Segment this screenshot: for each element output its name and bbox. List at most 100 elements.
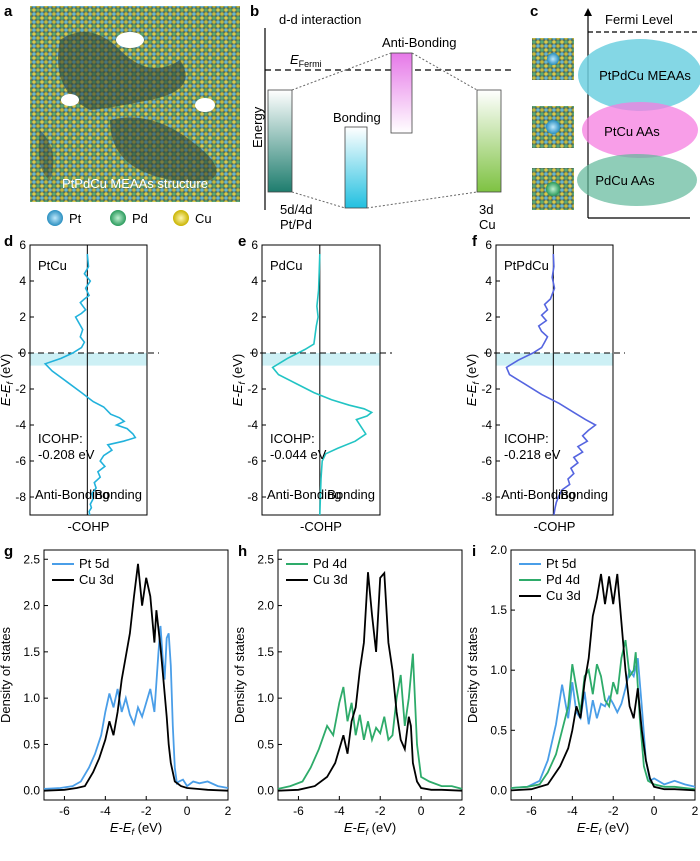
y-tick-label: -2 [481, 382, 492, 396]
pt-atom-icon [547, 53, 559, 65]
panel-label-g: g [4, 543, 13, 560]
fermi-label: EFermi [290, 52, 322, 69]
plot-frame [277, 549, 463, 801]
chart-title: PdCu [270, 258, 303, 273]
dos-curves [277, 570, 463, 792]
y-tick-label: 1.0 [257, 691, 274, 705]
y-tick-label: 6 [485, 238, 492, 252]
band-left-label-2: Pt/Pd [280, 217, 312, 232]
y-tick-label: -4 [15, 418, 26, 432]
y-tick-label: -2 [247, 382, 258, 396]
y-tick-label: 1.5 [257, 645, 274, 659]
legend-label: Cu 3d [546, 588, 581, 603]
y-tick-label: 4 [251, 274, 258, 288]
legend-label: Pd 4d [313, 556, 347, 571]
y-tick-label: -4 [481, 418, 492, 432]
y-tick-label: 2.5 [257, 552, 274, 566]
x-tick-label: 0 [418, 804, 425, 818]
band-left-label-1: 5d/4d [280, 202, 313, 217]
dos-curves [43, 563, 229, 792]
legend-label: Cu 3d [313, 572, 348, 587]
x-tick-label: -2 [375, 804, 386, 818]
dos-chart-ptpdcu: -6 -4 -2 0 2 0.0 0.5 1.0 1.5 2.0 Pt 5d Pd 4d Cu 3… [465, 543, 699, 837]
structure-pore [195, 98, 215, 112]
y-tick-label: 2 [251, 310, 258, 324]
ellipse-meaas [578, 39, 700, 111]
y-tick-label: 0.0 [490, 783, 507, 797]
legend-pt-label: Pt [69, 211, 82, 226]
y-tick-label: -6 [247, 454, 258, 468]
x-tick-label: -4 [334, 804, 345, 818]
legend-label: Pd 4d [546, 572, 580, 587]
y-tick-label: 1.0 [490, 663, 507, 677]
highlight-band [30, 353, 147, 366]
y-axis-label: E-Ef (eV) [0, 354, 15, 406]
fermi-level-label: Fermi Level [605, 12, 673, 27]
x-tick-label: -6 [59, 804, 70, 818]
antibonding-label: Anti-Bonding [501, 487, 575, 502]
y-tick-label: -8 [15, 490, 26, 504]
dos-chart-pdcu: -6 -4 -2 0 2 0.0 0.5 1.0 1.5 2.0 2.5 Pd 4d Cu 3d E… [232, 549, 466, 837]
structure-cavity [58, 32, 186, 110]
x-tick-label: 0 [184, 804, 191, 818]
pd-atom-icon [110, 210, 126, 226]
connector-line [411, 52, 478, 91]
x-axis-label: E-Ef (eV) [344, 820, 396, 837]
x-tick-label: 2 [225, 804, 232, 818]
y-tick-label: 0.5 [490, 723, 507, 737]
panel-b: d-d interaction Energy EFermi Bonding An… [250, 12, 512, 232]
x-tick-label: -2 [608, 804, 619, 818]
panel-a: PtPdCu MEAAs structure Pt Pd Cu [30, 6, 240, 226]
ellipse-pdcu [577, 154, 697, 206]
x-tick-label: -6 [293, 804, 304, 818]
x-axis-label: -COHP [68, 519, 110, 534]
structure-pore [116, 32, 144, 48]
dos-series-line [510, 573, 696, 792]
connector-line [291, 191, 346, 209]
legend-label: Pt 5d [79, 556, 109, 571]
x-axis-label: E-Ef (eV) [577, 820, 629, 837]
structure-cavity [38, 130, 54, 180]
icohp-value: -0.044 eV [270, 447, 327, 462]
dos-series-line [510, 639, 696, 791]
dos-series-line [510, 658, 696, 789]
x-tick-label: 2 [692, 804, 699, 818]
dos-series-line [43, 625, 229, 790]
bonding-label: Bonding [333, 110, 381, 125]
chart-title: PtCu [38, 258, 67, 273]
y-tick-label: 2.0 [23, 599, 40, 613]
axes: -6 -4 -2 0 2 0.0 0.5 1.0 1.5 2.0 2.5 [23, 552, 231, 818]
y-tick-label: 4 [485, 274, 492, 288]
structure-pore [61, 94, 79, 106]
panel-label-c: c [530, 3, 538, 20]
antibonding-label: Anti-Bonding [35, 487, 109, 502]
y-tick-label: 2 [485, 310, 492, 324]
panel-label-b: b [250, 3, 259, 20]
y-tick-label: 1.0 [23, 691, 40, 705]
connector-line [366, 191, 478, 209]
y-tick-label: 0.5 [257, 737, 274, 751]
legend-label: Cu 3d [79, 572, 114, 587]
plot-frame [261, 244, 381, 516]
panel-label-a: a [4, 3, 13, 20]
x-tick-label: 0 [651, 804, 658, 818]
plot-frame [43, 549, 229, 801]
dos-curves [510, 573, 696, 792]
pdcu-label: PdCu AAs [595, 173, 655, 188]
x-tick-label: -6 [526, 804, 537, 818]
y-tick-label: -8 [247, 490, 258, 504]
energy-axis-label: Energy [250, 106, 265, 148]
bonding-label: Bonding [327, 487, 375, 502]
pt-pd-5d4d-band [267, 89, 293, 193]
structure-cavity [110, 117, 217, 182]
y-tick-label: -6 [481, 454, 492, 468]
antibonding-label: Anti-Bonding [267, 487, 341, 502]
x-tick-label: -4 [100, 804, 111, 818]
icohp-value: -0.208 eV [38, 447, 95, 462]
cu-3d-band [476, 89, 502, 193]
x-tick-label: 2 [459, 804, 466, 818]
pd-atom-icon [546, 182, 560, 196]
